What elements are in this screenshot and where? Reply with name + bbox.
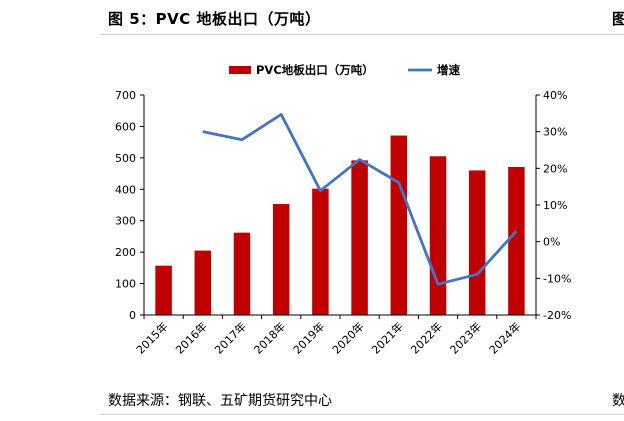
left-tick-label: 200 <box>115 246 136 259</box>
right-tick-label: 0% <box>543 236 560 249</box>
x-tick-label: 2015年 <box>133 319 170 356</box>
bar-2021年 <box>390 135 408 315</box>
x-tick-label: 2017年 <box>212 319 249 356</box>
left-tick-label: 500 <box>115 152 136 165</box>
left-tick-label: 400 <box>115 183 136 196</box>
x-tick-label: 2023年 <box>447 319 484 356</box>
x-tick-label: 2024年 <box>486 319 523 356</box>
left-tick-label: 100 <box>115 278 136 291</box>
bar-2020年 <box>351 160 368 315</box>
chart-title: 图 5：PVC 地板出口（万吨） <box>108 10 321 28</box>
top-rule <box>100 34 624 35</box>
bar-2017年 <box>233 232 251 315</box>
left-tick-label: 300 <box>115 215 136 228</box>
bar-2023年 <box>468 170 486 315</box>
left-tick-label: 700 <box>115 89 136 102</box>
growth-rate-line <box>202 113 518 286</box>
right-tick-label: 40% <box>543 89 567 102</box>
x-tick-label: 2016年 <box>172 319 209 356</box>
right-tick-label: 10% <box>543 199 567 212</box>
bar-2019年 <box>312 188 329 315</box>
adjacent-figure-title-fragment: 图 <box>612 10 624 28</box>
left-tick-label: 600 <box>115 120 136 133</box>
x-tick-label: 2021年 <box>368 319 405 356</box>
x-tick-label: 2022年 <box>408 319 445 356</box>
right-tick-label: -20% <box>543 309 571 322</box>
x-tick-label: 2018年 <box>251 319 288 356</box>
right-tick-label: 30% <box>543 126 567 139</box>
legend-bar-swatch <box>229 66 251 74</box>
right-tick-label: 20% <box>543 162 567 175</box>
bar-2018年 <box>272 204 290 315</box>
bar-2024年 <box>508 166 525 315</box>
legend-bar-label: PVC地板出口（万吨） <box>256 63 374 77</box>
bottom-rule <box>100 414 624 415</box>
adjacent-source-fragment: 数 <box>612 393 624 409</box>
right-tick-label: -10% <box>543 272 571 285</box>
bar-2022年 <box>429 156 447 315</box>
bar-2016年 <box>194 250 212 315</box>
source-note: 数据来源：钢联、五矿期货研究中心 <box>108 393 332 409</box>
x-tick-label: 2019年 <box>290 319 327 356</box>
bar-2015年 <box>155 265 172 315</box>
left-tick-label: 0 <box>129 309 136 322</box>
legend-line-label: 增速 <box>437 63 460 77</box>
x-tick-label: 2020年 <box>329 319 366 356</box>
